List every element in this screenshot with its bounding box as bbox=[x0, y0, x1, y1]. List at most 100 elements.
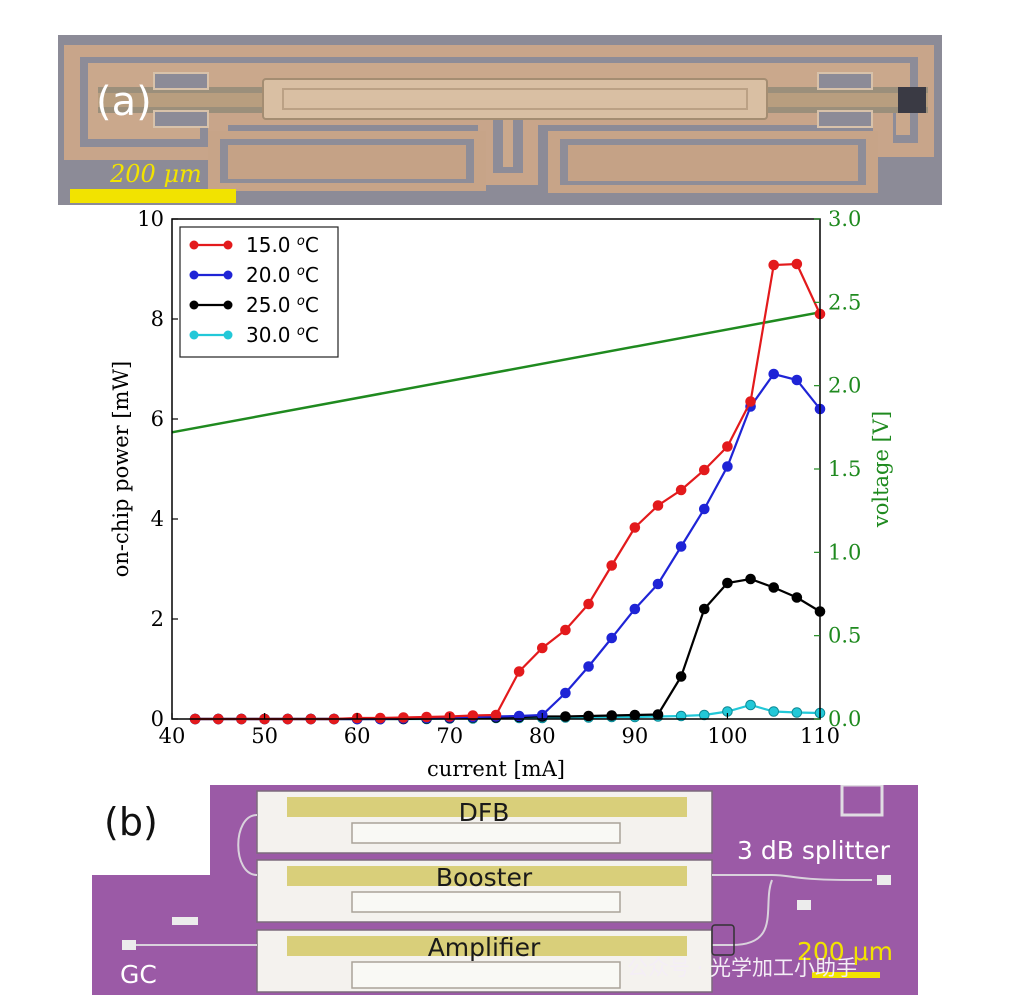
y-tick-label: 6 bbox=[151, 407, 164, 431]
splitter-output bbox=[877, 875, 891, 885]
point-2-21 bbox=[675, 671, 687, 682]
point-1-23 bbox=[722, 461, 733, 472]
point-0-19 bbox=[629, 522, 641, 533]
legend-marker-2 bbox=[189, 300, 199, 310]
ring-structure bbox=[840, 783, 884, 817]
waveguide-loop-left bbox=[237, 814, 258, 876]
x-tick-label: 110 bbox=[800, 724, 840, 748]
legend-marker-0 bbox=[189, 240, 199, 250]
point-0-10 bbox=[421, 711, 432, 723]
x-tick-label: 70 bbox=[436, 724, 463, 748]
test-structure bbox=[172, 917, 198, 925]
gain-section bbox=[262, 78, 768, 120]
point-1-17 bbox=[583, 661, 594, 672]
point-2-23 bbox=[722, 577, 733, 589]
point-2-26 bbox=[791, 592, 803, 603]
lower-pad-fill-right bbox=[568, 145, 858, 181]
grating-coupler bbox=[122, 940, 136, 950]
point-0-17 bbox=[583, 598, 594, 610]
series-1 bbox=[189, 368, 826, 725]
chip-booster bbox=[256, 859, 713, 923]
y-axis-label: on-chip power [mW] bbox=[109, 361, 133, 577]
point-0-16 bbox=[560, 624, 571, 636]
scale-bar-b bbox=[812, 972, 880, 978]
power-voltage-chart: 40 50 60 70 80 90 100 110 0 2 4 6 8 10 0.0 0.5 1.0 1.5 2.0… bbox=[0, 205, 1011, 785]
legend-marker-0 bbox=[223, 240, 233, 250]
y2-axis-label: voltage [V] bbox=[869, 411, 893, 528]
y-tick-label: 0 bbox=[151, 707, 164, 731]
y-tick-label: 8 bbox=[151, 307, 164, 331]
point-2-16 bbox=[560, 711, 571, 722]
splitter-label: 3 dB splitter bbox=[737, 836, 891, 865]
point-1-18 bbox=[606, 632, 618, 644]
series-2 bbox=[189, 573, 826, 725]
scale-bar-b-label: 200 μm bbox=[797, 937, 893, 966]
voltage-line bbox=[171, 311, 821, 434]
panel-a-label: (a) bbox=[96, 79, 152, 125]
micrograph-b: (b) DFB Booster Amplifier 3 dB splitter … bbox=[92, 783, 918, 995]
legend-marker-2 bbox=[223, 300, 233, 310]
point-0-18 bbox=[606, 560, 618, 571]
point-0-12 bbox=[467, 710, 479, 721]
legend-label-3: 30.0 oC bbox=[246, 323, 319, 347]
marker-box bbox=[711, 924, 735, 956]
micrograph-a: (a) 200 μm bbox=[58, 35, 942, 205]
taper-box-br bbox=[817, 110, 873, 128]
taper-box-tr bbox=[817, 72, 873, 90]
point-0-9 bbox=[398, 712, 409, 723]
point-1-19 bbox=[629, 603, 641, 615]
x-axis-label: current [mA] bbox=[427, 757, 565, 781]
y2-tick-label: 0.0 bbox=[828, 707, 861, 731]
y2-tick-label: 2.0 bbox=[828, 374, 861, 398]
point-3-26 bbox=[791, 707, 803, 718]
legend: 15.0 oC 20.0 oC 25.0 oC 30.0 oC bbox=[179, 226, 339, 358]
point-2-24 bbox=[745, 573, 756, 585]
taper-box-bl bbox=[153, 110, 209, 128]
point-1-20 bbox=[652, 578, 664, 590]
gc-label: GC bbox=[120, 960, 157, 989]
block-label-amplifier: Amplifier bbox=[428, 933, 541, 962]
point-0-24 bbox=[745, 396, 756, 407]
waveguide-splitter-top bbox=[712, 874, 872, 881]
y2-tick-label: 1.0 bbox=[828, 540, 861, 564]
watermark: 公众号 · 光学加工小助手 bbox=[627, 956, 857, 980]
legend-label-1: 20.0 oC bbox=[246, 263, 319, 287]
point-0-25 bbox=[768, 259, 780, 271]
point-0-22 bbox=[698, 464, 710, 476]
legend-marker-1 bbox=[223, 270, 233, 280]
x-tick-label: 90 bbox=[621, 724, 648, 748]
point-0-8 bbox=[374, 712, 386, 724]
y2-tick-label: 3.0 bbox=[828, 207, 861, 231]
series-line-2 bbox=[195, 577, 821, 721]
x-tick-label: 80 bbox=[529, 724, 556, 748]
y-tick-label: 4 bbox=[151, 507, 164, 531]
point-3-24 bbox=[745, 699, 756, 711]
point-2-18 bbox=[606, 710, 618, 721]
point-0-14 bbox=[513, 666, 525, 677]
panel-b-label: (b) bbox=[104, 800, 158, 844]
point-2-20 bbox=[652, 709, 664, 720]
point-1-25 bbox=[768, 368, 780, 380]
point-3-22 bbox=[698, 709, 710, 721]
facet bbox=[898, 87, 926, 113]
y-tick-label: 2 bbox=[151, 607, 164, 631]
x-tick-label: 50 bbox=[251, 724, 278, 748]
x-tick-label: 40 bbox=[159, 724, 186, 748]
point-0-26 bbox=[791, 258, 803, 270]
legend-marker-1 bbox=[189, 270, 199, 280]
chip-dfb bbox=[256, 790, 713, 854]
waveguide-splitter-bottom bbox=[712, 879, 773, 946]
legend-marker-3 bbox=[189, 330, 199, 340]
legend-marker-3 bbox=[223, 330, 233, 340]
point-2-25 bbox=[768, 582, 780, 593]
point-3-25 bbox=[768, 706, 780, 717]
x-tick-label: 60 bbox=[344, 724, 371, 748]
y2-tick-label: 0.5 bbox=[828, 624, 861, 648]
y-tick-label: 10 bbox=[137, 207, 164, 231]
legend-label-2: 25.0 oC bbox=[246, 293, 319, 317]
point-0-20 bbox=[652, 500, 664, 511]
splitter-output-2 bbox=[797, 900, 811, 910]
point-1-22 bbox=[698, 503, 710, 515]
x-tick-label: 100 bbox=[707, 724, 747, 748]
point-0-13 bbox=[490, 709, 502, 721]
